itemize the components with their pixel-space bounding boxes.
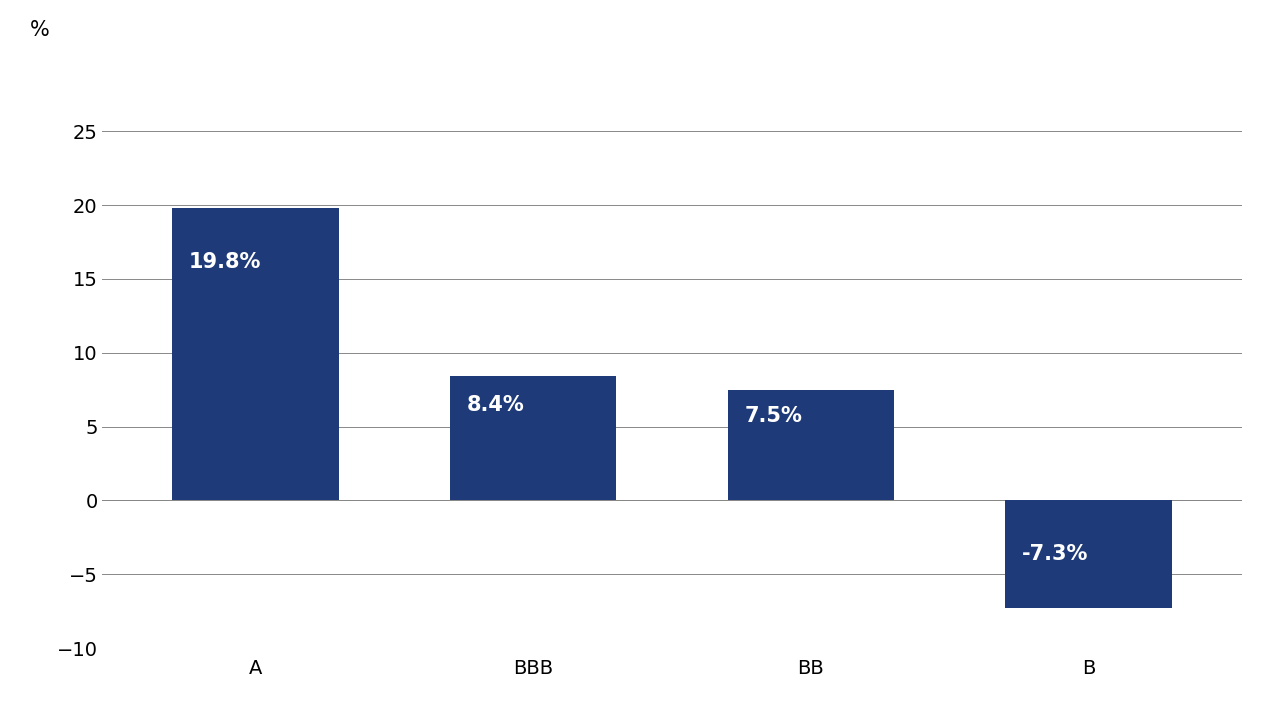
Text: 7.5%: 7.5% [744,406,803,426]
Text: 19.8%: 19.8% [188,252,261,272]
Bar [1005,500,1172,608]
Bar [449,377,617,500]
Bar [727,390,895,500]
Bar [172,208,339,500]
Y-axis label: %: % [29,20,50,40]
Text: -7.3%: -7.3% [1023,544,1088,564]
Text: 8.4%: 8.4% [466,395,524,415]
